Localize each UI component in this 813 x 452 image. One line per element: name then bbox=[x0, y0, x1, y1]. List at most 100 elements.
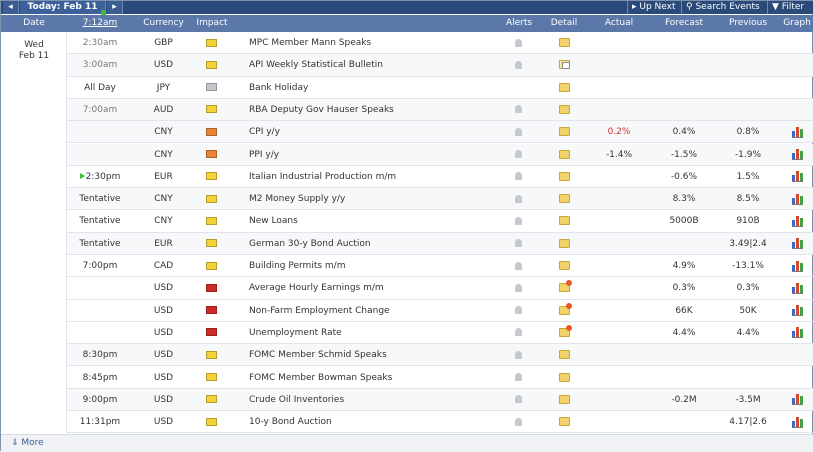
folder-icon[interactable] bbox=[558, 417, 570, 427]
detail-cell[interactable] bbox=[553, 300, 575, 322]
folder-icon[interactable] bbox=[558, 216, 570, 226]
folder-icon[interactable] bbox=[558, 238, 570, 248]
impact-cell[interactable] bbox=[197, 99, 225, 121]
table-row[interactable]: USD Average Hourly Earnings m/m 0.3% 0.3% bbox=[1, 277, 813, 300]
event-name[interactable]: M2 Money Supply y/y bbox=[249, 194, 346, 205]
table-row[interactable]: All Day JPY Bank Holiday bbox=[1, 77, 813, 99]
impact-cell[interactable] bbox=[197, 233, 225, 255]
graph-cell[interactable] bbox=[785, 233, 809, 255]
table-row[interactable]: 8:45pm USD FOMC Member Bowman Speaks bbox=[1, 367, 813, 389]
bar-chart-icon[interactable] bbox=[791, 394, 803, 406]
alert-cell[interactable] bbox=[509, 32, 527, 54]
bar-chart-icon[interactable] bbox=[791, 238, 803, 250]
bar-chart-icon[interactable] bbox=[791, 260, 803, 272]
detail-cell[interactable] bbox=[553, 188, 575, 210]
event-name[interactable]: MPC Member Mann Speaks bbox=[249, 38, 372, 48]
more-link[interactable]: ⇓ More bbox=[11, 438, 44, 448]
impact-cell[interactable] bbox=[197, 255, 225, 277]
graph-cell[interactable] bbox=[785, 344, 809, 366]
folder-icon[interactable] bbox=[558, 372, 570, 382]
bell-icon[interactable] bbox=[514, 373, 522, 381]
folder-new-icon[interactable] bbox=[558, 302, 572, 315]
impact-cell[interactable] bbox=[197, 144, 225, 166]
event-name[interactable]: RBA Deputy Gov Hauser Speaks bbox=[249, 104, 394, 115]
alert-cell[interactable] bbox=[509, 77, 527, 99]
bell-icon[interactable] bbox=[514, 417, 522, 426]
bell-icon[interactable] bbox=[514, 306, 522, 315]
impact-cell[interactable] bbox=[197, 32, 225, 54]
bell-icon[interactable] bbox=[514, 283, 522, 292]
alert-cell[interactable] bbox=[509, 144, 527, 166]
graph-cell[interactable] bbox=[785, 411, 809, 433]
impact-cell[interactable] bbox=[197, 188, 225, 210]
up-next-button[interactable]: ▸ Up Next bbox=[627, 1, 679, 14]
header-time[interactable]: 7:12am bbox=[82, 18, 118, 28]
graph-cell[interactable] bbox=[785, 99, 809, 121]
event-name[interactable]: Non-Farm Employment Change bbox=[249, 305, 390, 316]
table-row[interactable]: Tentative CNY New Loans 5000B 910B bbox=[1, 210, 813, 233]
graph-cell[interactable] bbox=[785, 166, 809, 188]
impact-cell[interactable] bbox=[197, 166, 225, 188]
impact-cell[interactable] bbox=[197, 344, 225, 366]
graph-cell[interactable] bbox=[785, 277, 809, 299]
bar-chart-icon[interactable] bbox=[791, 282, 803, 294]
alert-cell[interactable] bbox=[509, 166, 527, 188]
detail-cell[interactable] bbox=[553, 32, 575, 54]
bell-icon[interactable] bbox=[514, 127, 522, 136]
bell-icon[interactable] bbox=[514, 395, 522, 404]
detail-cell[interactable] bbox=[553, 99, 575, 121]
event-name[interactable]: PPI y/y bbox=[249, 149, 280, 160]
prev-day-button[interactable]: ◂ bbox=[3, 1, 19, 14]
graph-cell[interactable] bbox=[785, 77, 809, 99]
folder-new-icon[interactable] bbox=[558, 280, 572, 293]
table-row[interactable]: USD Non-Farm Employment Change 66K 50K bbox=[1, 300, 813, 322]
table-row[interactable]: Tentative CNY M2 Money Supply y/y 8.3% 8.5% bbox=[1, 188, 813, 211]
event-name[interactable]: German 30-y Bond Auction bbox=[249, 238, 371, 249]
graph-cell[interactable] bbox=[785, 121, 809, 143]
bar-chart-icon[interactable] bbox=[791, 149, 803, 160]
folder-icon[interactable] bbox=[558, 394, 570, 404]
detail-cell[interactable] bbox=[553, 389, 575, 411]
next-day-button[interactable]: ▸ bbox=[107, 1, 123, 14]
bell-icon[interactable] bbox=[514, 60, 522, 69]
table-row[interactable]: Tentative EUR German 30-y Bond Auction 3.49… bbox=[1, 232, 813, 255]
event-name[interactable]: Italian Industrial Production m/m bbox=[249, 171, 397, 182]
graph-cell[interactable] bbox=[785, 32, 809, 54]
detail-cell[interactable] bbox=[553, 233, 575, 255]
impact-cell[interactable] bbox=[197, 277, 225, 299]
event-name[interactable]: CPI y/y bbox=[249, 127, 280, 138]
event-name[interactable]: Average Hourly Earnings m/m bbox=[249, 283, 384, 294]
graph-cell[interactable] bbox=[785, 367, 809, 389]
folder-icon[interactable] bbox=[558, 149, 570, 159]
alert-cell[interactable] bbox=[509, 367, 527, 389]
bell-icon[interactable] bbox=[514, 239, 522, 248]
event-name[interactable]: Building Permits m/m bbox=[249, 261, 346, 271]
folder-icon[interactable] bbox=[558, 194, 570, 204]
graph-cell[interactable] bbox=[785, 54, 809, 76]
bar-chart-icon[interactable] bbox=[791, 126, 803, 138]
bar-chart-icon[interactable] bbox=[791, 215, 803, 227]
impact-cell[interactable] bbox=[197, 411, 225, 433]
bar-chart-icon[interactable] bbox=[791, 171, 803, 183]
table-row[interactable]: CNY PPI y/y -1.4% -1.5% -1.9% bbox=[1, 143, 813, 166]
event-name[interactable]: API Weekly Statistical Bulletin bbox=[249, 60, 383, 71]
detail-cell[interactable] bbox=[553, 77, 575, 99]
bar-chart-icon[interactable] bbox=[791, 305, 803, 317]
bell-icon[interactable] bbox=[514, 172, 522, 181]
table-row[interactable]: 9:00pm USD Crude Oil Inventories -0.2M -3.5M bbox=[1, 388, 813, 412]
folder-icon[interactable] bbox=[558, 350, 570, 360]
event-name[interactable]: FOMC Member Schmid Speaks bbox=[249, 350, 387, 361]
event-name[interactable]: 10-y Bond Auction bbox=[249, 417, 332, 428]
graph-cell[interactable] bbox=[785, 255, 809, 277]
detail-cell[interactable] bbox=[553, 367, 575, 389]
alert-cell[interactable] bbox=[509, 233, 527, 255]
table-row[interactable]: USD Unemployment Rate 4.4% 4.4% bbox=[1, 322, 813, 345]
graph-cell[interactable] bbox=[785, 210, 809, 232]
folder-icon[interactable] bbox=[558, 38, 570, 47]
impact-cell[interactable] bbox=[197, 54, 225, 76]
impact-cell[interactable] bbox=[197, 367, 225, 389]
impact-cell[interactable] bbox=[197, 77, 225, 99]
bell-icon[interactable] bbox=[514, 216, 522, 225]
today-button[interactable]: Today: Feb 11 bbox=[20, 1, 106, 14]
impact-cell[interactable] bbox=[197, 121, 225, 143]
